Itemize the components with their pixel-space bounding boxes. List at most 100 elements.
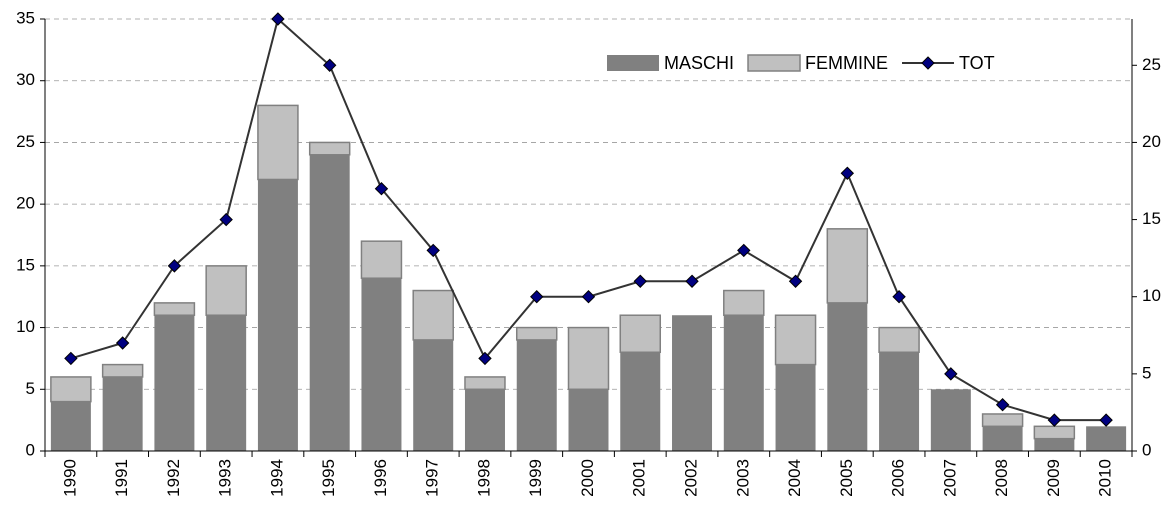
bar-segment [464, 389, 505, 451]
marker [374, 182, 389, 196]
x-tick-label: 1990 [60, 459, 79, 497]
bar-segment [826, 228, 869, 304]
x-tick-label: 2008 [992, 459, 1011, 497]
y-tick-label: 10 [16, 317, 35, 336]
bar-segment [723, 315, 764, 451]
marker [530, 290, 544, 304]
bar-segment [1033, 425, 1076, 440]
y2-tick-label: 5 [1142, 363, 1151, 382]
x-tick-label: 1993 [216, 459, 235, 497]
y-tick-label: 15 [16, 255, 35, 274]
bar-segment [568, 389, 609, 451]
y-tick-label: 35 [16, 8, 35, 27]
x-tick-label: 2001 [630, 459, 649, 497]
legend-label: MASCHI [664, 53, 734, 73]
marker [581, 290, 596, 304]
bar-segment [205, 265, 247, 316]
bar-segment [101, 363, 144, 378]
bar-segment [879, 352, 920, 451]
bar-segment [50, 376, 92, 403]
marker [685, 274, 699, 288]
marker [219, 212, 233, 227]
bar-segment [982, 426, 1023, 451]
y-tick-label: 20 [16, 194, 35, 213]
bar-segment [412, 289, 454, 341]
marker [737, 243, 751, 258]
bar-segment [516, 339, 557, 451]
legend-label: FEMMINE [805, 53, 888, 73]
y2-tick-label: 15 [1142, 209, 1161, 228]
y2-tick-label: 0 [1142, 440, 1151, 459]
marker [1099, 413, 1113, 427]
x-tick-label: 2005 [837, 459, 856, 497]
x-tick-label: 1997 [423, 459, 442, 497]
bar-segment [360, 240, 403, 279]
y-tick-label: 30 [16, 70, 35, 89]
x-tick-label: 1994 [267, 459, 286, 497]
bar-segment [154, 315, 195, 451]
marker [944, 367, 958, 381]
x-tick-label: 2003 [733, 459, 752, 497]
marker [167, 259, 182, 273]
bar-segment [206, 315, 247, 451]
y2-tick-label: 10 [1142, 286, 1161, 305]
x-tick-label: 1995 [319, 459, 338, 497]
marker [426, 243, 440, 258]
bar-segment [102, 376, 143, 451]
x-tick-label: 1991 [112, 459, 131, 497]
x-tick-label: 2000 [578, 459, 597, 497]
bar-segment [257, 179, 298, 451]
bar-segment [153, 302, 196, 316]
x-tick-label: 2007 [940, 459, 959, 497]
legend-label: TOT [959, 53, 995, 73]
x-tick-label: 1996 [371, 459, 390, 497]
bar-segment [309, 154, 350, 451]
bar-segment [620, 352, 661, 451]
y-tick-label: 25 [16, 132, 35, 151]
bar-segment [1034, 438, 1075, 451]
y-tick-label: 0 [26, 440, 35, 459]
legend: MASCHI FEMMINE TOT [607, 53, 995, 73]
bar-segment [308, 141, 351, 156]
x-tick-label: 2006 [889, 459, 908, 497]
marker [322, 58, 337, 72]
bar-segment [981, 413, 1024, 428]
bar-segment [515, 326, 558, 341]
marker [115, 336, 130, 350]
bar-segment [930, 389, 971, 451]
marker [995, 398, 1010, 412]
x-tick-label: 2009 [1044, 459, 1063, 497]
bar-segment [413, 339, 454, 451]
bar-segment [1086, 426, 1127, 451]
marker [271, 12, 285, 26]
bar-segment [827, 302, 868, 451]
bar-segment [672, 315, 713, 451]
y2-tick-label: 25 [1142, 55, 1161, 74]
y-tick-label: 5 [26, 379, 35, 398]
bar-segment [257, 104, 299, 181]
bar-segment [464, 376, 506, 391]
marker [64, 351, 78, 366]
bar-segment [878, 326, 920, 354]
x-tick-label: 2002 [682, 459, 701, 497]
x-tick-label: 1998 [474, 459, 493, 497]
bar-segment [567, 326, 610, 391]
x-tick-label: 2010 [1096, 459, 1115, 497]
bar-segment [723, 289, 765, 316]
bar-segment [50, 401, 91, 451]
marker [478, 351, 492, 366]
marker [892, 290, 906, 304]
marker [1047, 413, 1062, 427]
marker [633, 274, 647, 288]
legend-marker [921, 56, 935, 70]
marker [840, 166, 855, 180]
bar-segment [361, 278, 402, 451]
x-tick-label: 1992 [164, 459, 183, 497]
bar-segment [619, 314, 662, 354]
x-tick-label: 2004 [785, 459, 804, 497]
bar-segment [774, 314, 817, 366]
y2-tick-label: 20 [1142, 132, 1161, 151]
marker [788, 274, 803, 288]
bar-segment [775, 364, 816, 451]
